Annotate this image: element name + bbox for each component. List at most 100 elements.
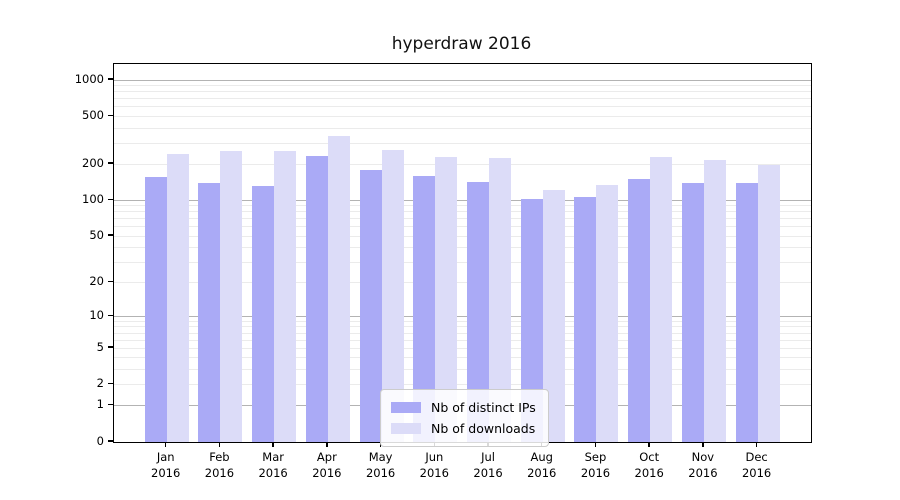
- bar-downloads-feb: [220, 151, 243, 442]
- y-tick-mark-5: [108, 346, 113, 348]
- gridline-40: [114, 246, 811, 248]
- y-tick-mark-1: [108, 403, 113, 406]
- plot-area: [113, 63, 812, 443]
- x-tick-label-feb: Feb 2016: [204, 450, 235, 480]
- x-tick-mark-mar: [272, 442, 274, 448]
- gridline-7: [114, 332, 811, 334]
- x-tick-mark-sep: [594, 442, 597, 448]
- x-tick-label-mar: Mar 2016: [258, 450, 288, 480]
- bar-downloads-jan: [166, 153, 189, 442]
- y-tick-mark-50: [108, 234, 113, 236]
- bar-downloads-dec: [757, 164, 780, 442]
- y-tick-mark-2: [108, 382, 113, 385]
- bar-downloads-may: [381, 150, 404, 442]
- gridline-50: [114, 235, 811, 237]
- y-tick-label-20: 20: [89, 274, 104, 289]
- bar-downloads-mar: [274, 150, 297, 442]
- gridline-90: [114, 205, 811, 207]
- gridline-100: [114, 199, 811, 201]
- gridline-600: [114, 106, 811, 108]
- x-tick-label-may: May 2016: [365, 450, 396, 480]
- bar-distinct-ips-dec: [735, 182, 758, 442]
- legend-row-downloads: Nb of downloads: [391, 418, 536, 439]
- x-tick-label-jul: Jul 2016: [473, 450, 503, 480]
- gridline-500: [114, 115, 811, 117]
- y-tick-label-1: 1: [96, 397, 104, 412]
- bar-distinct-ips-mar: [252, 186, 275, 442]
- gridline-1000: [114, 79, 811, 81]
- bar-distinct-ips-feb: [198, 183, 221, 442]
- gridline-400: [114, 127, 811, 129]
- legend-row-distinct-ips: Nb of distinct IPs: [391, 397, 536, 418]
- x-tick-label-sep: Sep 2016: [580, 450, 611, 480]
- bar-downloads-sep: [596, 184, 619, 442]
- y-tick-label-10: 10: [89, 307, 104, 322]
- legend-swatch-downloads: [391, 423, 421, 434]
- x-tick-label-nov: Nov 2016: [688, 450, 718, 480]
- x-tick-mark-oct: [648, 442, 650, 448]
- gridline-9: [114, 320, 811, 322]
- gridline-2: [114, 383, 811, 385]
- x-tick-label-jan: Jan 2016: [151, 450, 181, 480]
- gridline-700: [114, 98, 811, 100]
- bar-distinct-ips-oct: [628, 178, 651, 442]
- legend-label-downloads: Nb of downloads: [431, 421, 536, 436]
- x-tick-label-aug: Aug 2016: [527, 450, 557, 480]
- y-tick-mark-1000: [108, 78, 113, 80]
- x-tick-mark-jan: [165, 442, 167, 448]
- bar-distinct-ips-nov: [681, 182, 704, 442]
- y-tick-label-5: 5: [96, 339, 104, 354]
- x-tick-mark-feb: [218, 442, 221, 448]
- legend-swatch-distinct-ips: [391, 402, 421, 413]
- bar-distinct-ips-apr: [305, 156, 328, 442]
- gridline-200: [114, 163, 811, 165]
- y-tick-mark-200: [108, 162, 113, 164]
- y-tick-label-50: 50: [89, 227, 104, 242]
- x-tick-mark-dec: [755, 442, 758, 448]
- gridline-4: [114, 357, 811, 359]
- y-tick-mark-0: [108, 440, 113, 442]
- y-tick-label-0: 0: [96, 433, 104, 448]
- gridline-800: [114, 91, 811, 93]
- bar-distinct-ips-may: [359, 169, 382, 442]
- gridline-10: [114, 315, 811, 317]
- bar-downloads-aug: [542, 189, 565, 442]
- legend-label-distinct-ips: Nb of distinct IPs: [431, 400, 536, 415]
- chart-title: hyperdraw 2016: [391, 34, 532, 54]
- y-tick-mark-500: [108, 114, 113, 117]
- gridline-300: [114, 142, 811, 144]
- gridline-5: [114, 347, 811, 349]
- gridline-900: [114, 85, 811, 87]
- x-tick-label-oct: Oct 2016: [634, 450, 664, 480]
- y-tick-mark-100: [108, 198, 113, 200]
- gridline-20: [114, 282, 811, 284]
- gridline-30: [114, 261, 811, 263]
- x-tick-label-dec: Dec 2016: [741, 450, 772, 480]
- gridline-70: [114, 218, 811, 220]
- bar-downloads-nov: [703, 160, 726, 442]
- bar-downloads-oct: [650, 157, 673, 442]
- bar-distinct-ips-aug: [520, 198, 543, 442]
- gridline-60: [114, 226, 811, 228]
- bar-distinct-ips-jun: [413, 176, 436, 442]
- gridline-8: [114, 326, 811, 328]
- y-tick-label-2: 2: [96, 375, 104, 390]
- y-tick-mark-10: [108, 314, 113, 317]
- y-tick-label-100: 100: [82, 191, 104, 206]
- bar-downloads-apr: [327, 135, 350, 442]
- bar-distinct-ips-jan: [144, 176, 167, 442]
- bar-distinct-ips-sep: [574, 196, 597, 442]
- x-tick-label-jun: Jun 2016: [419, 450, 449, 480]
- gridline-6: [114, 339, 811, 341]
- y-tick-mark-20: [108, 280, 113, 283]
- gridline-3: [114, 368, 811, 370]
- bar-downloads-jul: [489, 158, 512, 442]
- x-tick-mark-nov: [702, 442, 704, 448]
- y-tick-label-200: 200: [82, 155, 104, 170]
- x-tick-mark-apr: [326, 442, 328, 448]
- gridline-80: [114, 211, 811, 213]
- x-tick-label-apr: Apr 2016: [312, 450, 342, 480]
- y-tick-label-500: 500: [82, 107, 104, 122]
- y-tick-label-1000: 1000: [74, 71, 104, 86]
- bar-distinct-ips-jul: [467, 182, 490, 442]
